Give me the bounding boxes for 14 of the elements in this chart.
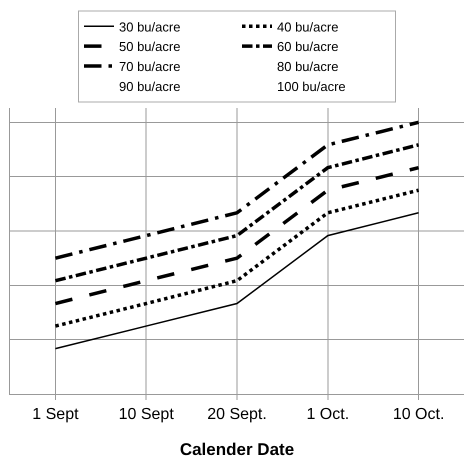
- legend-label: 30 bu/acre: [119, 19, 180, 34]
- legend-label: 60 bu/acre: [277, 39, 338, 54]
- x-axis-title: Calender Date: [180, 440, 294, 459]
- x-tick-label: 10 Sept: [118, 406, 174, 424]
- legend-label: 40 bu/acre: [277, 19, 338, 34]
- x-tick-label: 10 Oct.: [392, 406, 444, 424]
- x-tick-label: 1 Oct.: [306, 406, 350, 424]
- legend-label: 50 bu/acre: [119, 39, 180, 54]
- x-tick-label: 20 Sept.: [207, 406, 267, 424]
- text: 80 bu/acre: [277, 59, 338, 74]
- text: 90 bu/acre: [119, 79, 180, 94]
- legend-label: 70 bu/acre: [119, 59, 180, 74]
- text: 100 bu/acre: [277, 79, 346, 94]
- x-tick-label: 1 Sept: [32, 406, 80, 424]
